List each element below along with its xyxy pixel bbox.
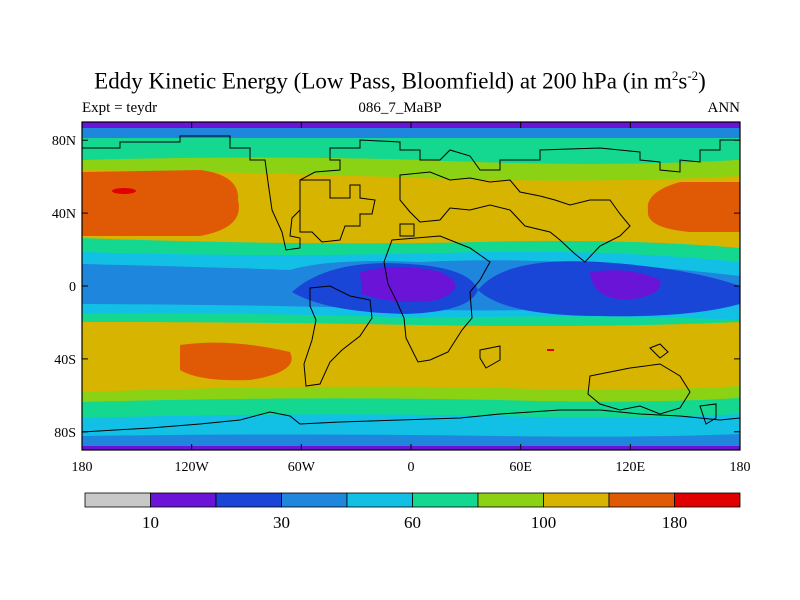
x-tick-label: 180 [730, 460, 751, 475]
band-north-lime [82, 157, 740, 181]
coast-islands [649, 343, 669, 359]
colorbar-swatch [412, 492, 479, 508]
colorbar-swatch [477, 492, 544, 508]
colorbar-swatch [84, 492, 151, 508]
colorbar-swatch [150, 492, 217, 508]
colorbar-swatch [346, 492, 413, 508]
min-africa-core [360, 267, 456, 302]
max-north-pacific-west [82, 170, 239, 236]
coast-eurasia [399, 171, 631, 263]
colorbar-swatch [281, 492, 348, 508]
x-tick-label: 120W [175, 460, 210, 475]
coast-mediterranean [399, 223, 415, 237]
coast-africa [383, 235, 491, 363]
x-tick-label: 120E [616, 460, 646, 475]
band-north-green [82, 138, 740, 164]
coast-madagascar [479, 345, 501, 369]
y-tick-label: 80N [52, 134, 76, 149]
x-tick-label: 60E [509, 460, 532, 475]
case-label: 086_7_MaBP [358, 100, 442, 116]
colorbar-label: 100 [531, 513, 557, 532]
coastlines [82, 135, 740, 433]
coast-north [82, 135, 740, 251]
coast-southamerica [303, 285, 373, 387]
y-axis: 80N 40N 0 40S 80S [52, 134, 740, 441]
colorbar-label: 30 [273, 513, 290, 532]
y-tick-label: 40N [52, 207, 76, 222]
y-tick-label: 0 [69, 280, 76, 295]
experiment-label: Expt = teydr [82, 100, 158, 116]
colorbar-swatch [608, 492, 675, 508]
coast-antarctica [82, 409, 740, 433]
colorbar-swatch [543, 492, 610, 508]
season-label: ANN [707, 100, 741, 116]
max-south-small [547, 349, 554, 351]
x-axis: 180 120W 60W 0 60E 120E 180 [72, 122, 751, 475]
y-tick-label: 40S [54, 353, 76, 368]
max-south-pacific [180, 342, 292, 381]
colorbar-swatch [215, 492, 282, 508]
x-tick-label: 180 [72, 460, 93, 475]
colorbar-label: 180 [662, 513, 688, 532]
x-tick-label: 60W [288, 460, 316, 475]
field-layer [82, 122, 740, 450]
colorbar-label: 60 [404, 513, 421, 532]
band-subpolar-north-blue [82, 128, 740, 138]
max-north-core [112, 188, 136, 194]
y-tick-label: 80S [54, 426, 76, 441]
min-maritime-core [590, 270, 661, 300]
colorbar-swatch [674, 492, 741, 508]
colorbar-label: 10 [142, 513, 159, 532]
colorbar: 10 30 60 100 180 [84, 492, 741, 532]
coast-northamerica [299, 179, 376, 243]
max-north-pacific-east [647, 182, 740, 232]
x-tick-label: 0 [408, 460, 415, 475]
coast-australia [587, 363, 691, 415]
chart-title: Eddy Kinetic Energy (Low Pass, Bloomfiel… [94, 68, 706, 94]
